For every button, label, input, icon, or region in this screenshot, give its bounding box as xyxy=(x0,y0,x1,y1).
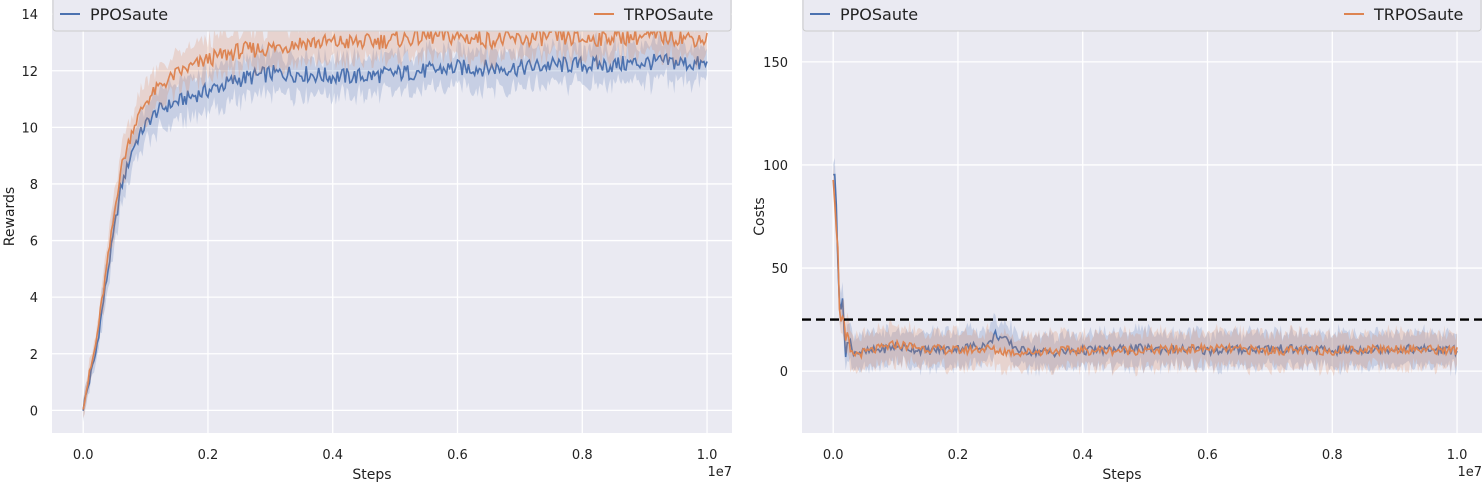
legend: PPOSaute TRPOSaute xyxy=(52,0,732,32)
y-axis-label: Rewards xyxy=(2,187,18,246)
x-tick-label: 0.4 xyxy=(1072,448,1093,463)
y-tick-label: 150 xyxy=(763,56,788,71)
y-axis-label: Costs xyxy=(752,197,768,235)
legend-label: PPOSaute xyxy=(840,5,918,24)
y-tick-label: 100 xyxy=(763,159,788,174)
x-tick-label: 0.0 xyxy=(823,448,844,463)
legend-box xyxy=(52,0,732,32)
y-tick-label: 8 xyxy=(30,178,38,193)
x-offset-text: 1e7 xyxy=(1457,465,1482,480)
x-axis-label: Steps xyxy=(1102,467,1141,482)
x-tick-label: 0.6 xyxy=(447,448,468,463)
x-tick-label: 0.2 xyxy=(198,448,219,463)
y-tick-label: 0 xyxy=(30,404,38,419)
series-band-TRPOSaute xyxy=(833,163,1458,377)
y-tick-label: 2 xyxy=(30,348,38,363)
x-tick-label: 0.0 xyxy=(73,448,94,463)
plot-content xyxy=(802,158,1482,377)
x-tick-label: 1.0 xyxy=(697,448,718,463)
y-tick-label: 14 xyxy=(21,8,38,23)
x-tick-label: 0.8 xyxy=(572,448,593,463)
y-tick-label: 12 xyxy=(21,65,38,80)
x-offset-text: 1e7 xyxy=(707,465,732,480)
series-band-PPOSaute xyxy=(833,158,1458,377)
series-line-TRPOSaute xyxy=(832,179,1458,360)
x-tick-label: 0.4 xyxy=(322,448,343,463)
x-tick-label: 0.2 xyxy=(948,448,969,463)
x-tick-label: 1.0 xyxy=(1447,448,1468,463)
x-tick-label: 0.6 xyxy=(1197,448,1218,463)
series-band-TRPOSaute xyxy=(83,4,708,418)
legend-box xyxy=(802,0,1482,32)
x-axis-label: Steps xyxy=(352,467,391,482)
x-tick-label: 0.8 xyxy=(1322,448,1343,463)
series-band-PPOSaute xyxy=(83,31,708,422)
chart-panel-2: 0.0 0.2 0.4 0.6 0.8 1.0 0 50 100 150 Steps Costs 1e7… xyxy=(752,0,1482,482)
y-tick-label: 10 xyxy=(21,121,38,136)
y-tick-label: 50 xyxy=(771,262,788,277)
plot-area xyxy=(802,0,1482,433)
legend-label: PPOSaute xyxy=(90,5,168,24)
legend: PPOSaute TRPOSaute xyxy=(802,0,1482,32)
y-tick-label: 4 xyxy=(30,291,38,306)
legend-label: TRPOSaute xyxy=(623,5,713,24)
series-line-PPOSaute xyxy=(82,52,708,411)
legend-label: TRPOSaute xyxy=(1373,5,1463,24)
y-tick-label: 6 xyxy=(30,235,38,250)
chart-panel-1: 0.0 0.2 0.4 0.6 0.8 1.0 0 2 4 6 8 10 12 14 Steps Reward… xyxy=(2,0,732,482)
y-tick-label: 0 xyxy=(780,365,788,380)
